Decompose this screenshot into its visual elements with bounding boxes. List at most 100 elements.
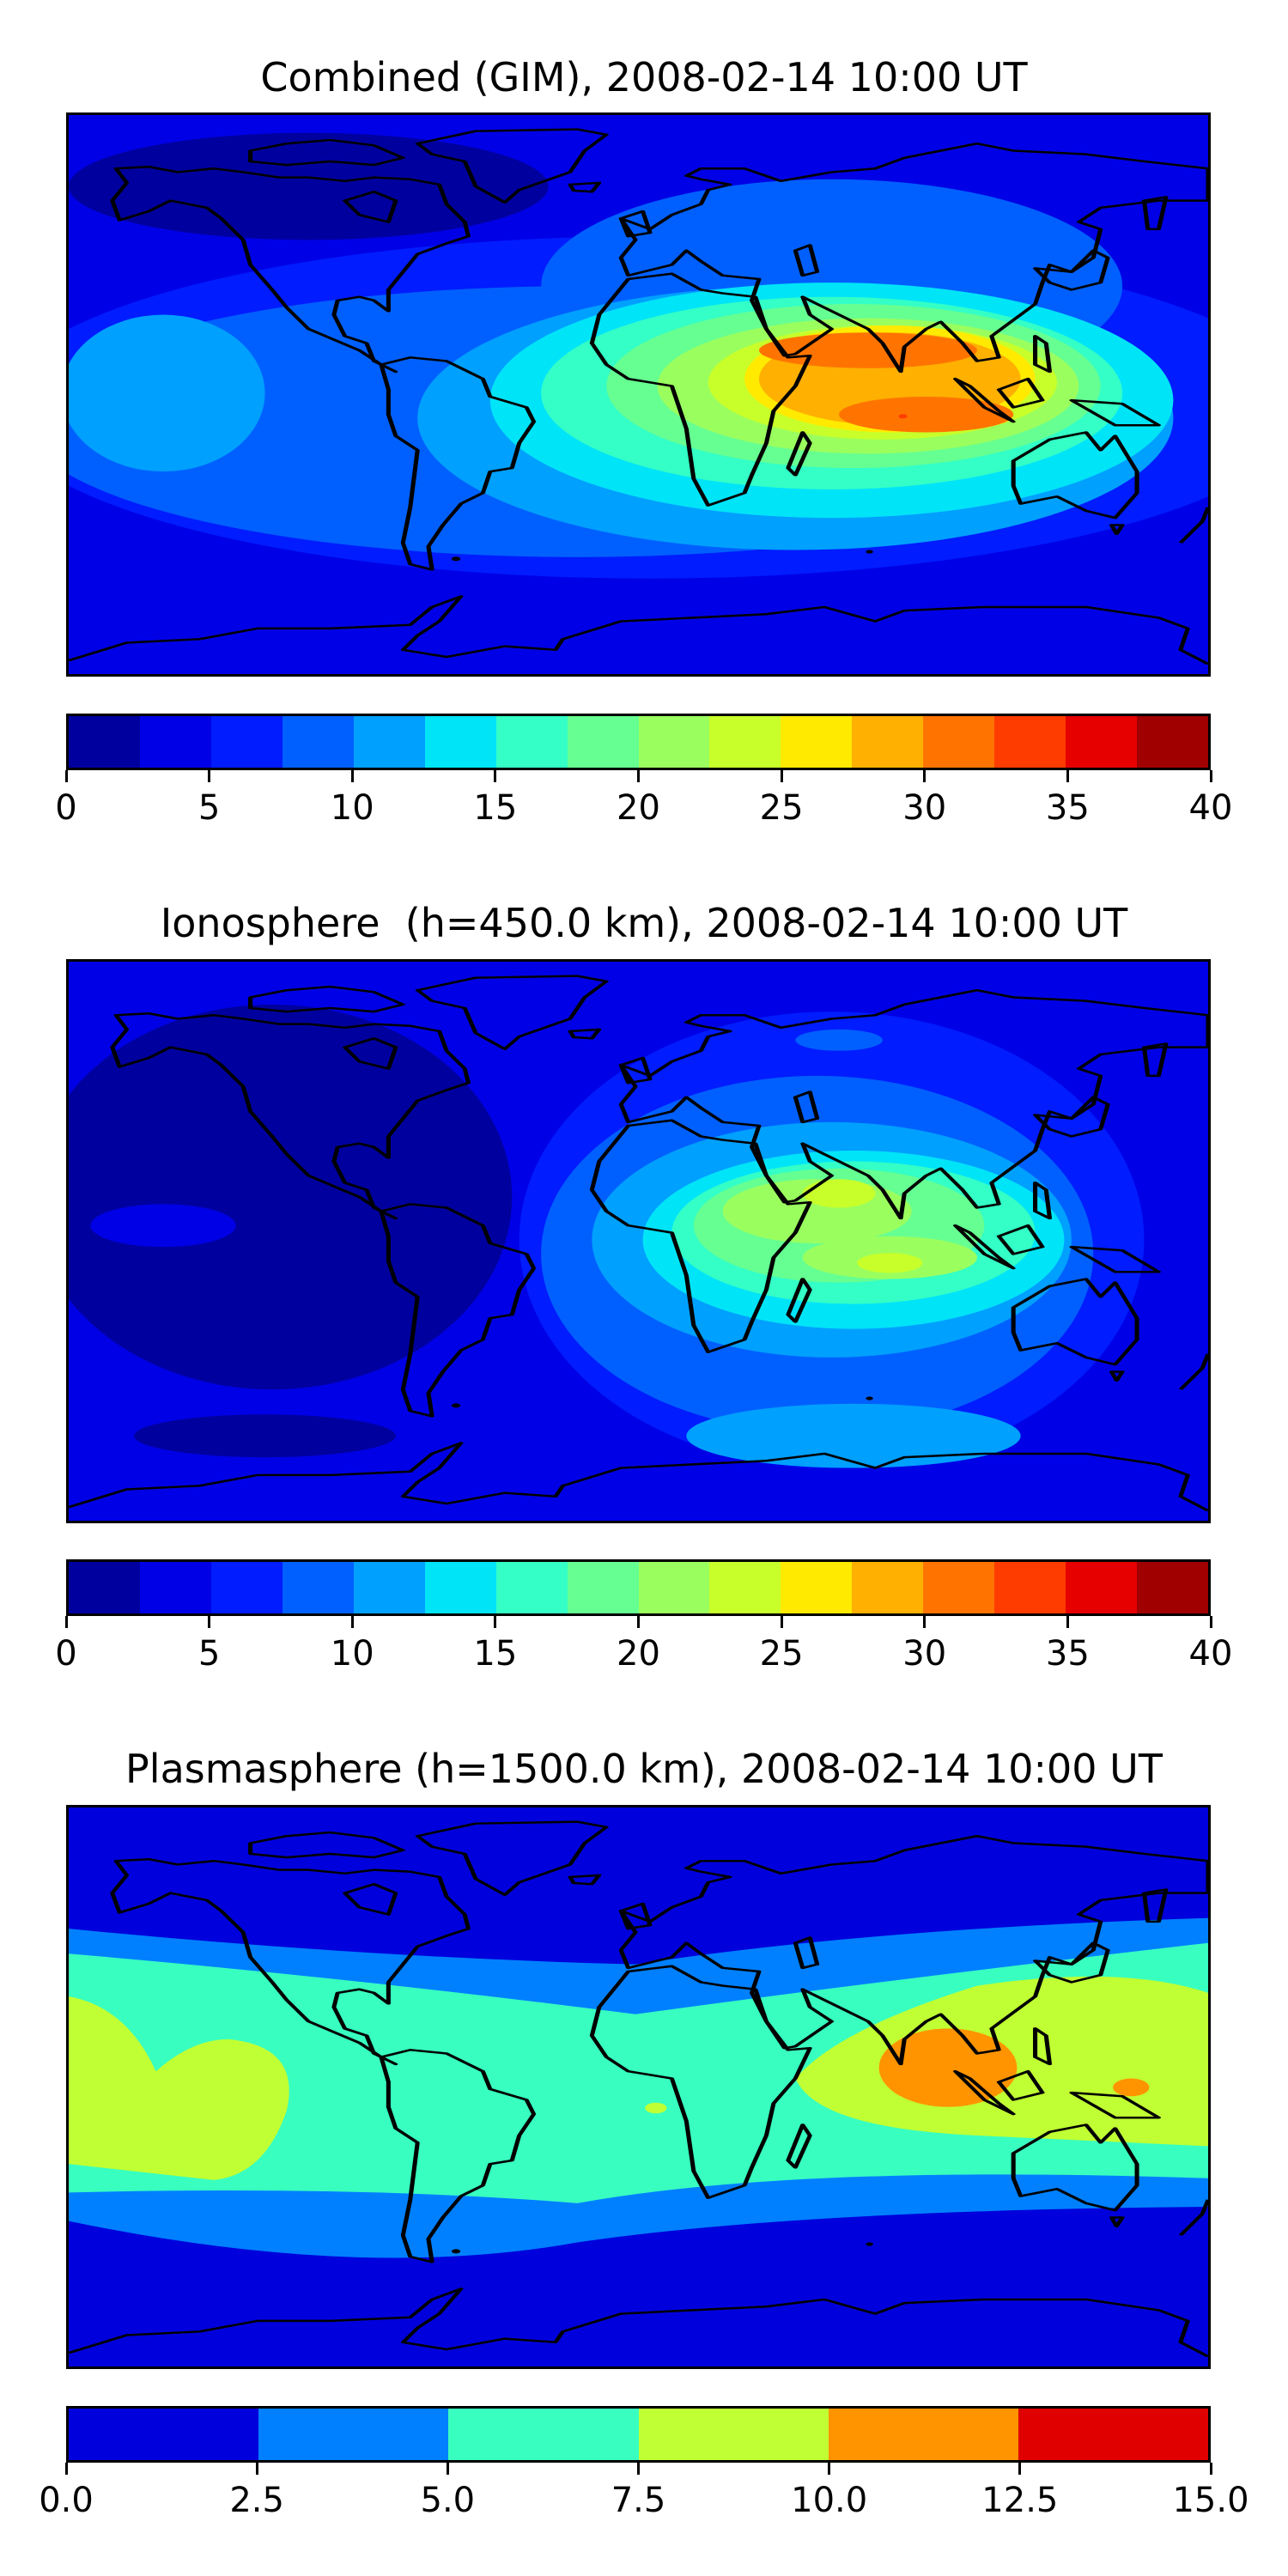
colorbar-tick-label: 2.5 xyxy=(229,2481,284,2520)
colorbar-bar xyxy=(66,714,1211,770)
colorbar-tick xyxy=(1066,1616,1069,1628)
colorbar-tick xyxy=(637,1616,640,1628)
colorbar-segment-2.5-5 xyxy=(139,1562,211,1613)
colorbar-tick xyxy=(64,2463,68,2475)
colorbar-segment-30-32.5 xyxy=(923,716,995,768)
colorbar-segment-25-27.5 xyxy=(781,716,853,768)
colorbar-segment-10-12.5 xyxy=(353,1562,425,1613)
colorbar-tick-label: 15 xyxy=(473,1634,518,1674)
colorbar-tick xyxy=(350,770,354,782)
map-combined-gim xyxy=(66,112,1211,677)
contour-0-2.5 xyxy=(134,1414,396,1458)
colorbar-segment-5-7.5 xyxy=(448,2409,639,2460)
colorbar-tick-label: 40 xyxy=(1188,1634,1233,1674)
contour-32.5-35 xyxy=(898,414,908,419)
colorbar-segment-2.5-5 xyxy=(258,2409,449,2460)
colorbar-segment-0-2.5 xyxy=(69,1562,140,1613)
colorbar-combined: 0 5 10 15 20 25 30 35 40 xyxy=(55,714,1232,827)
colorbar-segment-25-27.5 xyxy=(781,1562,853,1613)
colorbar-segment-15-17.5 xyxy=(495,716,568,768)
colorbar-tick xyxy=(923,1616,927,1628)
colorbar-segment-30-32.5 xyxy=(923,1562,995,1613)
colorbar-segment-12.5-15 xyxy=(424,716,496,768)
colorbar-tick xyxy=(637,770,640,782)
colorbar-segment-35-37.5 xyxy=(1066,716,1138,768)
colorbar-segment-20-22.5 xyxy=(638,1562,710,1613)
chart-title-ionosphere: Ionosphere (h=450.0 km), 2008-02-14 10:0… xyxy=(160,900,1128,946)
colorbar-tick xyxy=(780,1616,783,1628)
colorbar-tick-label: 7.5 xyxy=(611,2481,666,2520)
colorbar-segment-27.5-30 xyxy=(852,1562,924,1613)
colorbar-tick-label: 10.0 xyxy=(791,2481,868,2520)
colorbar-segment-22.5-25 xyxy=(709,1562,781,1613)
contour-30-32.5 xyxy=(758,332,977,368)
contour-10-12.5 xyxy=(1113,2078,1150,2097)
colorbar-tick-label: 0.0 xyxy=(39,2481,94,2520)
colorbar-plasmasphere: 0.0 2.5 5.0 7.5 10.0 12.5 15.0 xyxy=(39,2406,1249,2519)
colorbar-tick xyxy=(64,1616,68,1628)
map-plasmasphere xyxy=(66,1805,1211,2369)
colorbar-tick-label: 20 xyxy=(617,788,660,828)
colorbar-tick-label: 10 xyxy=(330,788,374,828)
contour-0-2.5 xyxy=(69,132,549,240)
colorbar-segment-0-2.5 xyxy=(69,716,140,768)
colorbar-segment-12.5-15 xyxy=(424,1562,496,1613)
colorbar-segment-10-12.5 xyxy=(353,716,425,768)
colorbar-tick xyxy=(780,770,783,782)
colorbar-tick xyxy=(1209,1616,1212,1628)
colorbar-tick xyxy=(208,770,211,782)
colorbar-segment-37.5-40 xyxy=(1137,1562,1208,1613)
colorbar-tick xyxy=(1209,2463,1212,2475)
colorbar-tick-label: 12.5 xyxy=(981,2481,1059,2520)
contour-22.5-25 xyxy=(802,1179,876,1208)
colorbar-segment-7.5-10 xyxy=(282,716,354,768)
colorbar-tick-label: 5 xyxy=(197,788,221,828)
colorbar-segment-0-2.5 xyxy=(69,2409,259,2460)
colorbar-tick xyxy=(828,2463,831,2475)
colorbar-segment-37.5-40 xyxy=(1137,716,1208,768)
colorbar-tick-label: 15 xyxy=(473,788,518,828)
colorbar-segment-5-7.5 xyxy=(210,716,283,768)
map-ionosphere xyxy=(66,959,1211,1523)
colorbar-tick-label: 10 xyxy=(330,1634,374,1674)
contour-10-12.5 xyxy=(69,314,265,472)
colorbar-tick xyxy=(923,770,927,782)
colorbar-bar xyxy=(66,2406,1211,2463)
colorbar-tick xyxy=(494,770,497,782)
colorbar-segment-5-7.5 xyxy=(210,1562,283,1613)
colorbar-tick xyxy=(350,1616,354,1628)
colorbar-tick xyxy=(1209,770,1212,782)
colorbar-bar xyxy=(66,1559,1211,1616)
colorbar-segment-20-22.5 xyxy=(638,716,710,768)
colorbar-tick-label: 5 xyxy=(197,1634,221,1674)
colorbar-tick xyxy=(446,2463,449,2475)
colorbar-tick-label: 15.0 xyxy=(1172,2481,1249,2520)
contour-30-32.5 xyxy=(839,396,1014,433)
colorbar-segment-17.5-20 xyxy=(567,1562,639,1613)
colorbar-tick xyxy=(255,2463,258,2475)
contour-10-12.5 xyxy=(686,1403,1021,1468)
contour-7.5-10 xyxy=(69,1996,289,2180)
colorbar-tick-label: 25 xyxy=(759,1634,804,1674)
colorbar-tick-label: 40 xyxy=(1188,788,1233,828)
colorbar-segment-15-17.5 xyxy=(495,1562,568,1613)
colorbar-segment-12.5-15 xyxy=(1018,2409,1209,2460)
colorbar-tick-label: 0 xyxy=(55,788,77,828)
colorbar-tick-label: 0 xyxy=(55,1634,77,1674)
colorbar-segment-7.5-10 xyxy=(282,1562,354,1613)
colorbar-segment-27.5-30 xyxy=(852,716,924,768)
colorbar-tick xyxy=(494,1616,497,1628)
contour-2.5-5 xyxy=(90,1204,236,1248)
colorbar-tick xyxy=(64,770,68,782)
colorbar-tick xyxy=(1018,2463,1022,2475)
colorbar-tick-label: 30 xyxy=(902,1634,947,1674)
contour-22.5-25 xyxy=(857,1253,923,1273)
colorbar-tick-label: 25 xyxy=(759,788,804,828)
colorbar-tick-label: 20 xyxy=(617,1634,660,1674)
colorbar-ionosphere: 0 5 10 15 20 25 30 35 40 xyxy=(55,1559,1232,1673)
contour-0-2.5 xyxy=(69,1004,513,1390)
contour-7.5-10 xyxy=(795,1029,883,1051)
colorbar-segment-22.5-25 xyxy=(709,716,781,768)
colorbar-tick-label: 30 xyxy=(902,788,947,828)
colorbar-segment-17.5-20 xyxy=(567,716,639,768)
